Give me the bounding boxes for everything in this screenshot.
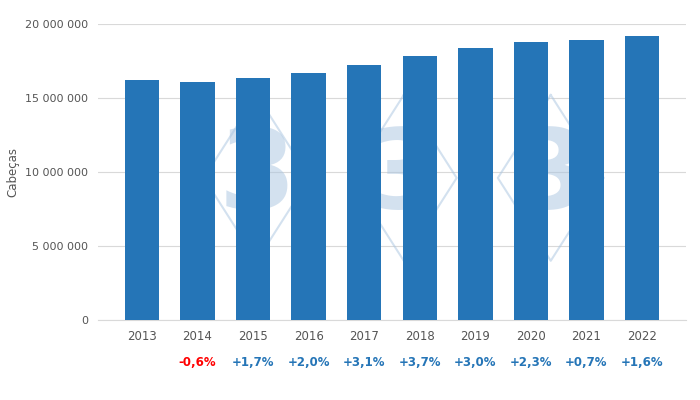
Bar <box>402 56 437 320</box>
Text: -0,6%: -0,6% <box>178 356 216 369</box>
Text: +3,1%: +3,1% <box>343 356 386 369</box>
Text: +0,7%: +0,7% <box>565 356 608 369</box>
Text: 3: 3 <box>512 124 589 232</box>
Text: +2,3%: +2,3% <box>510 356 552 369</box>
Bar <box>291 73 326 320</box>
Text: +3,7%: +3,7% <box>398 356 441 369</box>
Text: 3: 3 <box>365 124 442 232</box>
Text: +2,0%: +2,0% <box>288 356 330 369</box>
Bar <box>125 80 159 320</box>
Bar <box>236 78 270 320</box>
Bar <box>347 66 382 320</box>
Y-axis label: Cabeças: Cabeças <box>6 147 20 197</box>
Bar <box>181 82 215 320</box>
Text: +1,6%: +1,6% <box>621 356 664 369</box>
Text: +1,7%: +1,7% <box>232 356 274 369</box>
Bar <box>514 42 548 320</box>
Text: 3: 3 <box>218 124 295 232</box>
Bar <box>458 48 493 320</box>
Bar <box>625 36 659 320</box>
Text: +3,0%: +3,0% <box>454 356 496 369</box>
Bar <box>569 40 603 320</box>
